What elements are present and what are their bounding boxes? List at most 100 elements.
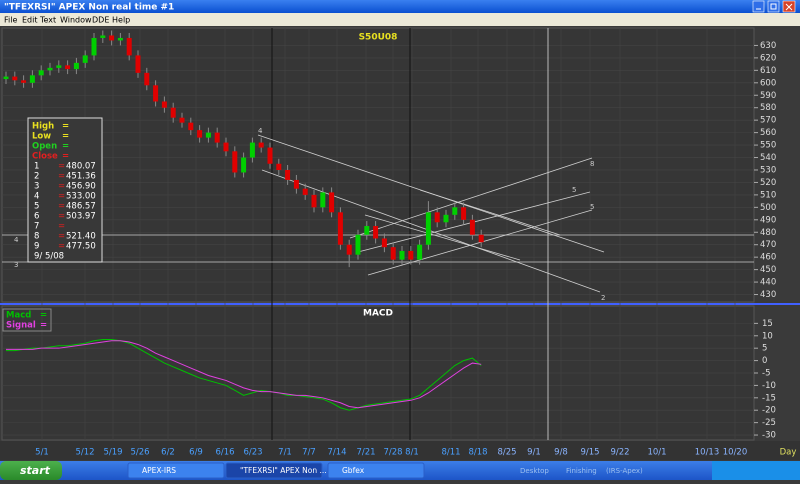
candle-body [469, 219, 475, 235]
chart-title: MACD [363, 309, 393, 319]
y-tick-label: 480 [760, 228, 776, 238]
y-tick-label: 460 [760, 253, 776, 263]
start-button[interactable] [0, 461, 62, 480]
candle-body [285, 169, 291, 180]
candle-body [390, 247, 396, 260]
menu-item[interactable]: Edit [22, 16, 38, 25]
legend-eq: = [40, 311, 47, 321]
y-tick-label: 5 [762, 344, 767, 354]
legend-eq: = [40, 321, 47, 331]
info-item-label: 7 [34, 222, 39, 232]
candle-body [29, 75, 35, 83]
maximize-button[interactable] [767, 0, 780, 13]
candle-body [293, 179, 299, 189]
trendline-label: 4 [258, 127, 263, 135]
info-item-label: 9 [34, 242, 39, 252]
info-eq: = [58, 232, 65, 242]
date-label: 7/28 [383, 448, 402, 458]
info-item-value: 486.57 [66, 202, 96, 212]
info-eq: = [58, 162, 65, 172]
candle-body [144, 72, 150, 86]
date-label: 6/9 [189, 448, 203, 458]
tray [712, 461, 800, 480]
candle-body [443, 214, 449, 223]
info-item-value: 533.00 [66, 192, 96, 202]
info-item-label: 2 [34, 172, 39, 182]
candle-body [425, 212, 431, 245]
date-label: 10/13 [695, 448, 720, 458]
date-label: 8/11 [441, 448, 460, 458]
candle-body [188, 122, 194, 131]
candle-body [65, 65, 71, 70]
info-item-label: 6 [34, 212, 39, 222]
task-button[interactable] [327, 462, 425, 479]
candle-body [478, 234, 484, 243]
info-field: Low [32, 132, 51, 142]
info-eq: = [62, 142, 69, 152]
candle-body [91, 37, 97, 56]
candle-body [135, 55, 141, 73]
info-item-value: 503.97 [66, 212, 96, 222]
date-label: 6/23 [243, 448, 262, 458]
trendline-label: 5 [572, 186, 576, 194]
y-tick-label: 450 [760, 265, 776, 275]
candle-body [337, 212, 343, 245]
y-tick-label: 610 [760, 66, 776, 76]
legend-box [2, 308, 52, 332]
y-tick-label: 440 [760, 278, 776, 288]
menu-item[interactable]: Window [60, 16, 92, 25]
info-item-label: 4 [34, 192, 39, 202]
info-item-label: 1 [34, 162, 39, 172]
info-eq: = [62, 132, 69, 142]
menu-item[interactable]: Help [112, 16, 130, 25]
trendlines [257, 134, 605, 293]
y-tick-label: -15 [762, 393, 776, 403]
trendline-label: 2 [601, 294, 605, 302]
trendline [261, 169, 601, 293]
info-date: 9/ 5/08 [34, 252, 64, 262]
candle-body [249, 142, 255, 158]
legend-label: Macd [6, 311, 31, 321]
task-button[interactable] [127, 462, 225, 479]
candle-body [381, 238, 387, 248]
date-label: 10/20 [723, 448, 748, 458]
candle-body [100, 35, 106, 38]
candle-body [452, 207, 458, 215]
y-tick-label: -25 [762, 418, 776, 428]
candle-body [329, 192, 335, 213]
trendline-label: 3 [14, 261, 18, 269]
candle-body [267, 147, 273, 164]
minimize-button[interactable] [752, 0, 765, 13]
start-label: start [20, 464, 51, 477]
candle-body [21, 80, 27, 83]
menu-item[interactable]: DDE [92, 16, 109, 25]
y-tick-label: 500 [760, 203, 776, 213]
y-tick-label: 490 [760, 215, 776, 225]
task-label: Gbfex [342, 466, 365, 475]
date-axis [0, 441, 800, 460]
candle-body [241, 157, 247, 173]
info-item-value: 480.07 [66, 162, 96, 172]
menu-item[interactable]: File [4, 16, 17, 25]
candle-body [197, 130, 203, 138]
date-label: 9/1 [527, 448, 541, 458]
task-button[interactable] [225, 462, 323, 479]
date-label: 5/1 [35, 448, 49, 458]
info-eq: = [58, 182, 65, 192]
toolbar-label[interactable]: (IRS-Apex) [606, 467, 643, 475]
candle-body [355, 234, 361, 255]
candle-body [364, 226, 370, 235]
trendline [349, 157, 593, 239]
info-item-value: 451.36 [66, 172, 96, 182]
toolbar-label[interactable]: Finishing [566, 467, 597, 475]
macd-line [6, 339, 482, 411]
info-eq: = [58, 242, 65, 252]
menu-item[interactable]: Text [39, 16, 56, 25]
date-label: 8/1 [405, 448, 419, 458]
y-tick-label: 510 [760, 190, 776, 200]
candle-body [223, 142, 229, 152]
date-label: 7/7 [302, 448, 316, 458]
toolbar-label[interactable]: Desktop [520, 467, 549, 475]
candle-body [179, 117, 185, 123]
